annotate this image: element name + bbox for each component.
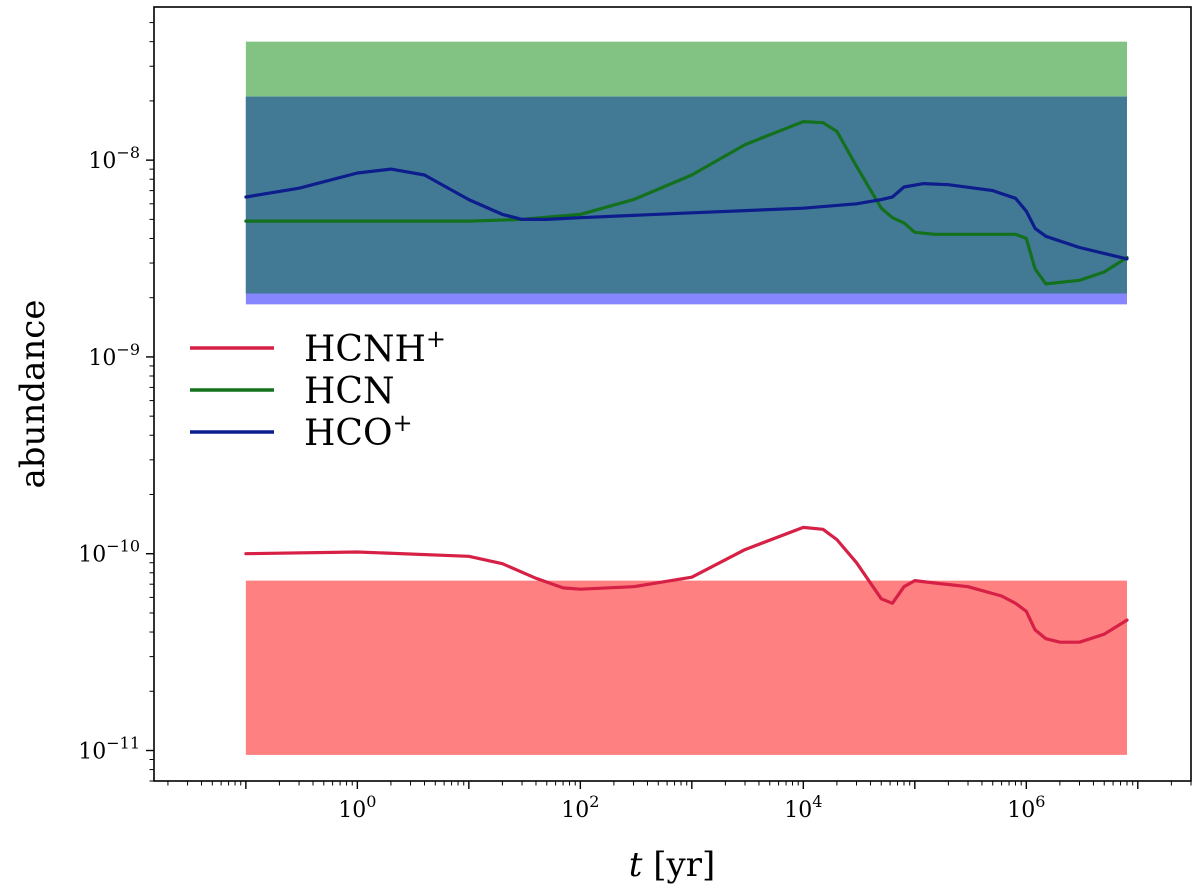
y-tick-label: 10−9 [88,340,140,371]
series-line-1 [244,119,1129,286]
x-axis-ticks: 100 102 104 106 [167,781,1192,823]
plot-frame [153,6,1192,782]
legend-label-0: HCNH+ [304,325,446,370]
x-tick-label: 106 [1007,792,1045,823]
observed-range-bands [245,41,1127,755]
x-axis-variable: t [629,845,643,885]
legend-label-2: HCO+ [304,409,413,454]
series-line-2 [244,167,1129,261]
x-tick-label: 100 [338,792,376,823]
legend-label-1: HCN [304,371,394,412]
x-axis-title: t [yr] [629,845,715,885]
y-tick-label: 10−11 [78,734,140,765]
band-overlap [245,96,1127,294]
x-axis-unit: [yr] [642,845,715,885]
y-axis-title: abundance [13,300,53,489]
band-2 [245,580,1127,755]
x-tick-label: 102 [561,792,599,823]
series-line-0 [244,525,1129,644]
y-tick-label: 10−8 [88,143,140,174]
y-tick-label: 10−10 [78,537,140,568]
y-axis-ticks: 10−11 10−10 10−9 10−8 [78,22,154,782]
series-lines [244,119,1129,644]
x-tick-label: 104 [784,792,822,823]
